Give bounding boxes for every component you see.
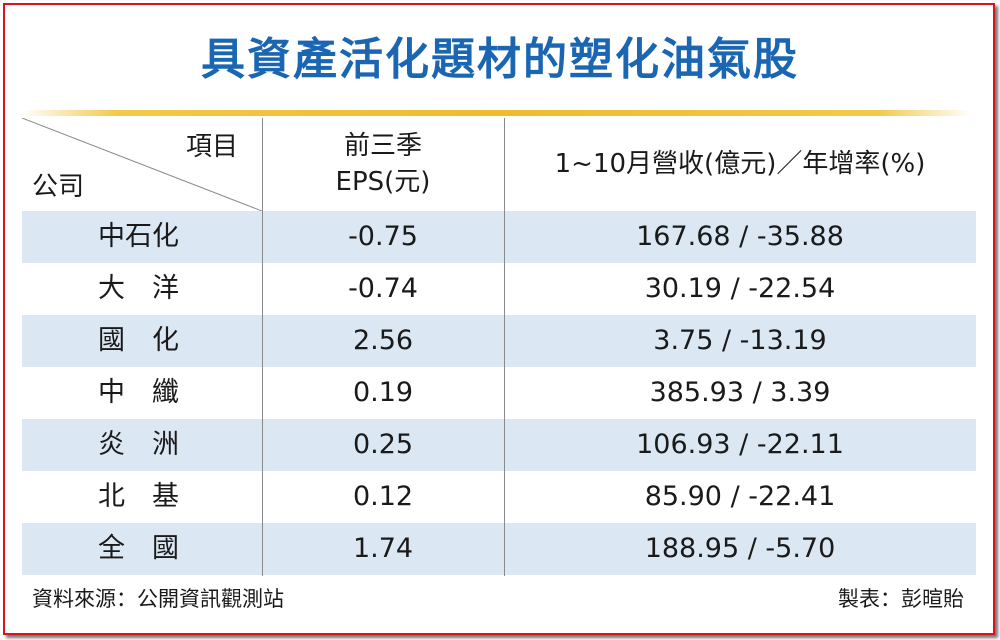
column-divider [262,118,263,576]
header-item-label: 項目 [186,132,239,162]
revenue-value: 85.90 / -22.41 [644,481,836,512]
revenue-value: 188.95 / -5.70 [644,533,836,564]
table-row: 北 基 0.12 85.90 / -22.41 [22,471,976,523]
eps-value: -0.75 [348,221,418,252]
eps-value: 0.25 [352,429,414,460]
header-revenue-label: 1~10月營收(億元)／年增率(%) [554,149,926,179]
company-name: 全 國 [98,533,179,564]
title-divider [22,110,972,116]
company-name: 中 纖 [98,377,179,408]
eps-value: 1.74 [352,533,414,564]
header-diagonal-divider [22,118,262,211]
table-row: 中石化 -0.75 167.68 / -35.88 [22,211,976,263]
maker-note: 製表：彭暄貽 [838,587,964,611]
header-company-label: 公司 [32,172,85,202]
company-name: 北 基 [98,481,179,512]
source-note: 資料來源：公開資訊觀測站 [32,587,284,611]
header-eps-label: 前三季 EPS(元) [262,128,504,200]
revenue-value: 167.68 / -35.88 [636,221,844,252]
revenue-value: 3.75 / -13.19 [653,325,827,356]
eps-value: -0.74 [348,273,418,304]
page-title: 具資產活化題材的塑化油氣股 [201,34,799,85]
header-eps-line1: 前三季 [343,131,422,161]
header-eps-line2: EPS(元) [335,167,431,197]
eps-value: 0.19 [352,377,414,408]
table-row: 中 纖 0.19 385.93 / 3.39 [22,367,976,419]
stock-table: 中石化 -0.75 167.68 / -35.88 大 洋 -0.74 30.1… [22,118,976,576]
table-header: 項目 公司 前三季 EPS(元) 1~10月營收(億元)／年增率(%) [22,118,976,211]
revenue-value: 106.93 / -22.11 [636,429,844,460]
table-row: 大 洋 -0.74 30.19 / -22.54 [22,263,976,315]
company-name: 中石化 [98,221,179,252]
company-name: 大 洋 [98,273,179,304]
table-row: 全 國 1.74 188.95 / -5.70 [22,523,976,575]
revenue-value: 385.93 / 3.39 [649,377,831,408]
company-name: 國 化 [98,325,179,356]
table-row: 炎 洲 0.25 106.93 / -22.11 [22,419,976,471]
column-divider [504,118,505,576]
revenue-value: 30.19 / -22.54 [644,273,836,304]
eps-value: 2.56 [352,325,414,356]
company-name: 炎 洲 [98,429,179,460]
eps-value: 0.12 [352,481,414,512]
table-row: 國 化 2.56 3.75 / -13.19 [22,315,976,367]
